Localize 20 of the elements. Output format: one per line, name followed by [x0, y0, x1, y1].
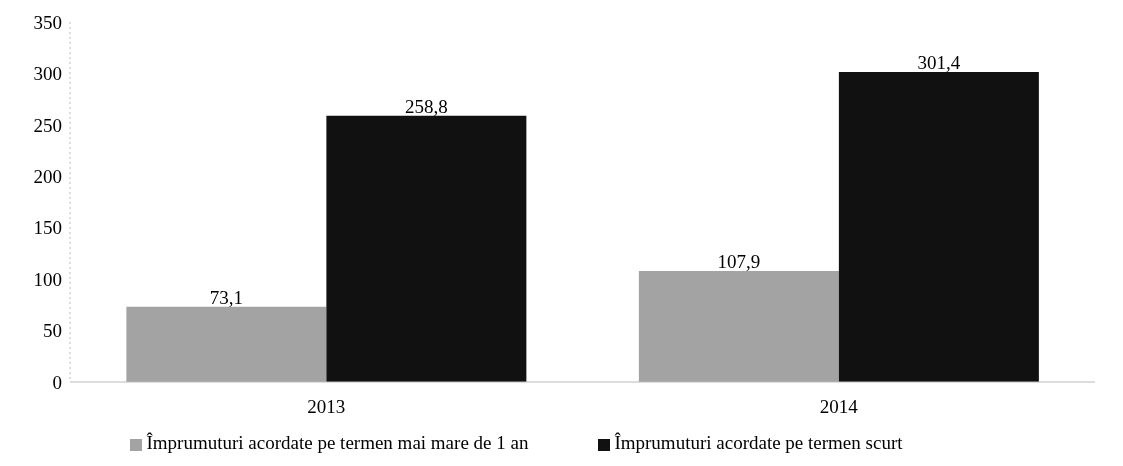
- y-tick-label: 200: [33, 166, 62, 188]
- data-label: 73,1: [209, 286, 243, 308]
- x-tick-label: 2013: [307, 396, 346, 418]
- y-tick-label: 0: [52, 371, 62, 393]
- y-tick-label: 100: [33, 268, 62, 290]
- y-tick-label: 300: [33, 63, 62, 85]
- bar: [126, 306, 327, 382]
- legend-label: Împrumuturi acordate pe termen scurt: [614, 432, 903, 453]
- y-tick-label: 150: [33, 217, 62, 239]
- legend-label: Împrumuturi acordate pe termen mai mare de 1 an: [146, 432, 529, 453]
- y-tick-label: 350: [33, 11, 62, 33]
- bar: [838, 71, 1039, 382]
- data-label: 258,8: [405, 95, 448, 117]
- data-label: 107,9: [717, 251, 761, 273]
- x-tick-label: 2014: [819, 396, 859, 418]
- bar: [326, 115, 527, 382]
- data-label: 301,4: [917, 51, 961, 73]
- y-tick-label: 250: [33, 114, 62, 136]
- y-tick-label: 50: [43, 320, 62, 342]
- bar: [638, 271, 839, 382]
